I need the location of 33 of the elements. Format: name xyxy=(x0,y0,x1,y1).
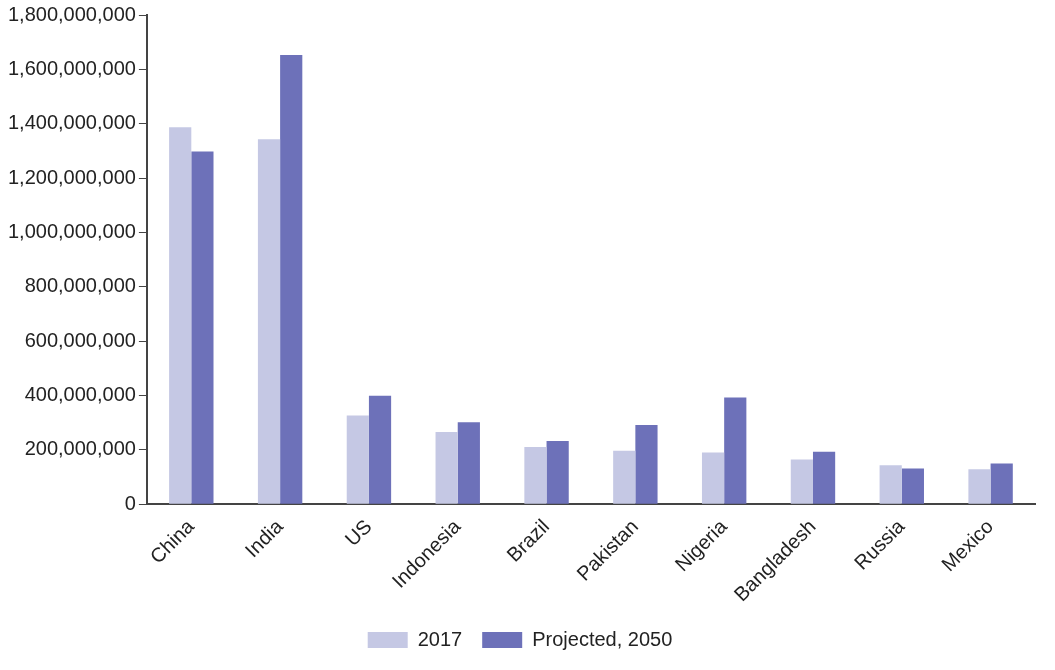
bar xyxy=(546,440,569,504)
y-tick-label: 200,000,000 xyxy=(24,437,136,460)
y-tick-label: 1,000,000,000 xyxy=(7,219,136,242)
y-tick-label: 1,600,000,000 xyxy=(7,56,136,79)
bar xyxy=(968,469,991,504)
y-tick-label: 400,000,000 xyxy=(24,383,136,406)
y-tick-label: 600,000,000 xyxy=(24,328,136,351)
bar xyxy=(435,432,458,504)
x-tick-label: US xyxy=(340,514,376,551)
bar xyxy=(724,397,747,504)
bar xyxy=(879,465,902,504)
bar xyxy=(368,395,392,504)
bar xyxy=(790,459,813,504)
bar xyxy=(812,451,836,504)
bar xyxy=(191,151,214,504)
bar xyxy=(257,139,281,504)
legend-label: Projected, 2050 xyxy=(532,627,673,650)
y-tick-label: 0 xyxy=(124,491,136,514)
bar xyxy=(901,468,924,504)
bar xyxy=(280,54,303,504)
legend-label: 2017 xyxy=(417,627,463,650)
bar xyxy=(346,415,369,504)
bar xyxy=(169,127,192,504)
y-tick-label: 1,400,000,000 xyxy=(7,111,136,134)
bar xyxy=(457,422,480,504)
y-tick-label: 1,200,000,000 xyxy=(7,165,136,188)
bar xyxy=(701,452,725,504)
y-tick-label: 1,800,000,000 xyxy=(7,2,136,25)
bar xyxy=(613,450,636,504)
bar xyxy=(524,446,547,504)
y-tick-label: 800,000,000 xyxy=(24,274,136,297)
bar xyxy=(990,463,1013,504)
bar xyxy=(635,424,658,504)
